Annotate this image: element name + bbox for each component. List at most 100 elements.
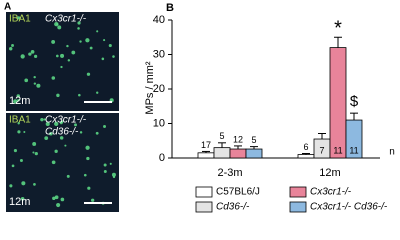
cell [32,141,37,146]
cell [16,94,20,98]
cell [30,49,35,54]
n-label: 6 [303,142,308,152]
cell [91,198,95,202]
cell [45,121,50,127]
cell [51,76,56,80]
cell [54,21,59,27]
cell [103,163,107,167]
micrograph [6,113,119,212]
legend-label: Cx3cr1-/- Cd36-/- [310,202,388,213]
cell [51,39,56,44]
age-label: 12m [9,196,30,208]
cell [56,54,59,58]
cell [86,72,91,76]
cell [54,195,59,200]
cell [112,55,115,58]
cell [59,121,63,125]
genotype-label: Cd36-/- [45,127,79,138]
cell [52,196,56,201]
genotype-label: Cx3cr1-/- [45,14,87,25]
micrograph [6,12,119,111]
cell [51,160,56,165]
n-label: 12 [233,134,243,144]
cell [11,44,14,47]
cell [79,40,82,43]
cell [11,164,15,168]
cell [43,118,46,121]
y-tick-label: 20 [153,83,165,95]
n-label: 5 [251,135,256,145]
cell [44,136,49,140]
x-tick-label: 2-3m [217,167,242,179]
cell [87,186,91,190]
annotation: * [334,18,342,40]
bar [345,119,363,159]
n-label: 7 [319,145,324,155]
age-label: 12m [9,95,30,107]
cell [9,47,13,51]
cell [33,82,37,85]
cell [54,121,59,127]
cell [112,175,116,179]
cell [17,99,20,102]
cell [60,197,65,202]
cell [33,182,36,186]
cell [59,136,64,140]
cell [34,151,38,156]
cell [89,46,93,50]
cell [56,202,61,208]
cell [111,172,116,177]
cell [71,50,76,55]
bar [229,148,247,159]
n-label: 11 [333,145,342,155]
legend-swatch [195,186,213,198]
n-label: 5 [219,131,224,141]
n-label: 11 [349,145,358,155]
bar [329,47,347,159]
panel-letter: B [166,2,174,14]
bar [197,152,215,159]
cell [57,25,62,30]
cell [23,130,26,133]
stain-label: IBA1 [9,14,31,25]
cell [56,93,60,98]
stain-label: IBA1 [9,115,31,126]
n-axis-label: n [389,147,395,158]
cell [66,44,69,48]
cell [17,121,20,125]
legend-swatch [289,186,307,198]
cell [60,65,63,69]
cell [34,54,38,58]
legend-swatch [195,201,213,213]
cell [79,131,83,134]
panel-letter: A [4,2,11,13]
cell [32,151,35,154]
legend-label: Cx3cr1-/- [310,187,352,198]
cell [13,99,18,104]
legend-label: C57BL6/J [216,187,260,198]
cell [19,159,23,162]
cell [108,44,112,48]
cell [103,170,107,174]
cell [60,53,65,58]
n-label: 17 [201,140,211,150]
cell [33,75,36,79]
bar [245,148,263,159]
cell [66,174,70,178]
cell [85,38,90,43]
cell [9,184,13,188]
cell [49,131,53,136]
y-tick-label: 10 [153,117,165,129]
y-tick-label: 30 [153,48,165,60]
bar [213,147,231,159]
cell [85,145,90,150]
legend-label: Cd36-/- [216,202,250,213]
cell [77,21,81,25]
y-tick-label: 40 [153,14,165,26]
cell [24,78,29,83]
cell [86,156,90,161]
bar [297,154,315,159]
cell [74,123,78,127]
cell [64,144,67,147]
cell [13,149,17,153]
